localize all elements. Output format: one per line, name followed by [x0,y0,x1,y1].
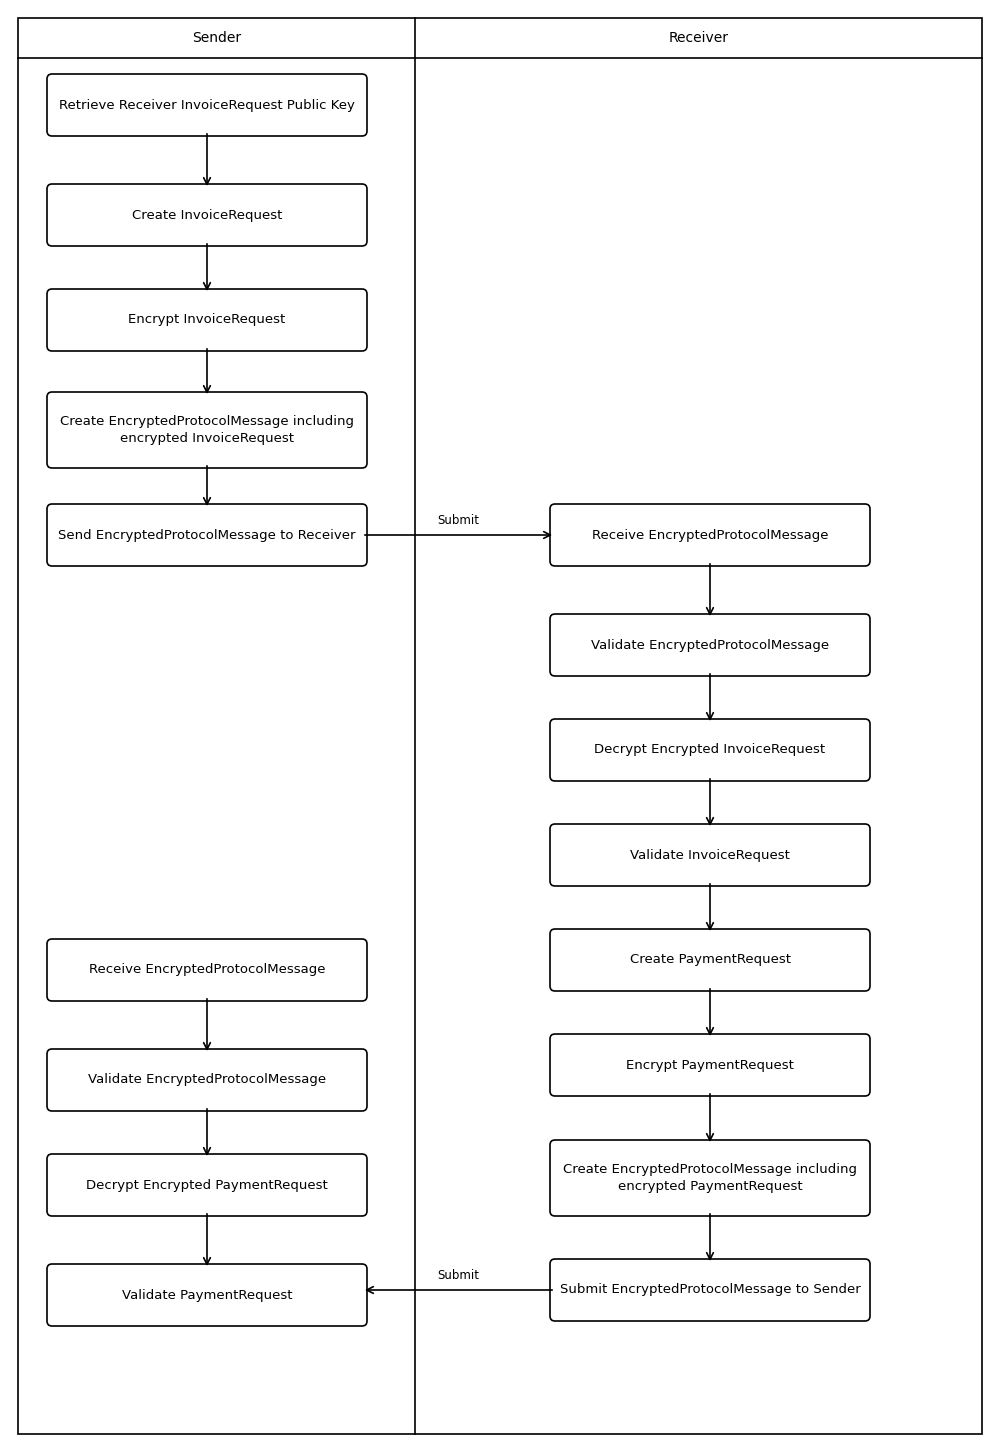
Text: Create EncryptedProtocolMessage including
encrypted PaymentRequest: Create EncryptedProtocolMessage includin… [563,1163,857,1194]
Text: Retrieve Receiver InvoiceRequest Public Key: Retrieve Receiver InvoiceRequest Public … [59,99,355,112]
FancyBboxPatch shape [550,504,870,566]
Text: Create EncryptedProtocolMessage including
encrypted InvoiceRequest: Create EncryptedProtocolMessage includin… [60,415,354,444]
Text: Submit EncryptedProtocolMessage to Sender: Submit EncryptedProtocolMessage to Sende… [560,1284,860,1297]
FancyBboxPatch shape [47,1265,367,1326]
Text: Create InvoiceRequest: Create InvoiceRequest [132,209,282,222]
Text: Receiver: Receiver [668,30,728,45]
Text: Validate EncryptedProtocolMessage: Validate EncryptedProtocolMessage [591,639,829,652]
Text: Sender: Sender [192,30,241,45]
FancyBboxPatch shape [550,719,870,781]
Text: Receive EncryptedProtocolMessage: Receive EncryptedProtocolMessage [592,529,828,542]
Text: Validate InvoiceRequest: Validate InvoiceRequest [630,848,790,861]
FancyBboxPatch shape [550,614,870,677]
Text: Encrypt InvoiceRequest: Encrypt InvoiceRequest [128,314,286,327]
Text: Send EncryptedProtocolMessage to Receiver: Send EncryptedProtocolMessage to Receive… [58,529,356,542]
FancyBboxPatch shape [47,184,367,245]
FancyBboxPatch shape [47,1154,367,1215]
FancyBboxPatch shape [47,74,367,136]
FancyBboxPatch shape [550,1140,870,1215]
Text: Validate EncryptedProtocolMessage: Validate EncryptedProtocolMessage [88,1073,326,1086]
Text: Validate PaymentRequest: Validate PaymentRequest [122,1288,292,1301]
Text: Decrypt Encrypted PaymentRequest: Decrypt Encrypted PaymentRequest [86,1179,328,1192]
Text: Receive EncryptedProtocolMessage: Receive EncryptedProtocolMessage [89,964,325,977]
FancyBboxPatch shape [550,1034,870,1096]
FancyBboxPatch shape [47,939,367,1000]
FancyBboxPatch shape [47,1048,367,1111]
Text: Create PaymentRequest: Create PaymentRequest [630,954,790,967]
FancyBboxPatch shape [47,392,367,468]
FancyBboxPatch shape [550,1259,870,1321]
Text: Encrypt PaymentRequest: Encrypt PaymentRequest [626,1059,794,1072]
FancyBboxPatch shape [47,289,367,351]
Text: Submit: Submit [438,514,480,527]
FancyBboxPatch shape [550,929,870,992]
FancyBboxPatch shape [550,823,870,886]
Text: Decrypt Encrypted InvoiceRequest: Decrypt Encrypted InvoiceRequest [594,743,826,756]
FancyBboxPatch shape [47,504,367,566]
Text: Submit: Submit [438,1269,480,1282]
